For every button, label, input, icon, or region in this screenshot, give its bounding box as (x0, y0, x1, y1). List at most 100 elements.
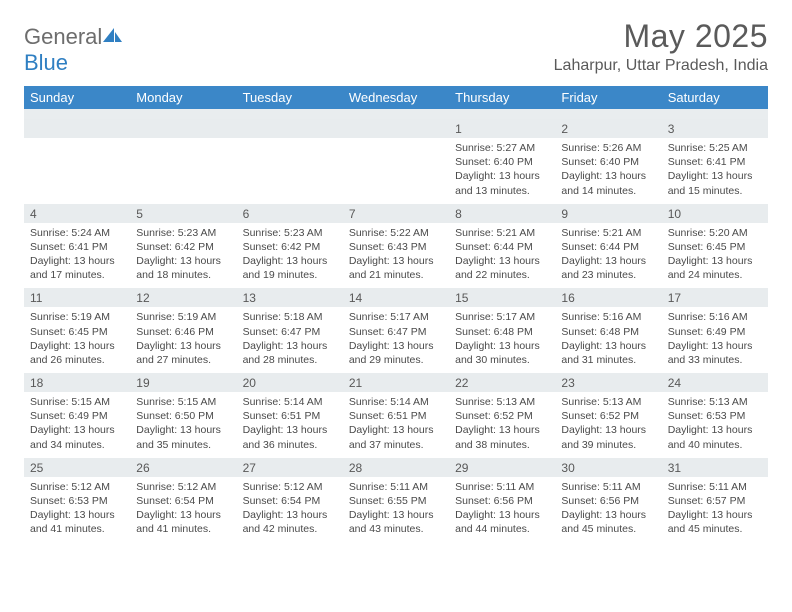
day-data-cell: Sunrise: 5:13 AMSunset: 6:52 PMDaylight:… (555, 392, 661, 458)
day-data-line: Daylight: 13 hours (349, 339, 443, 353)
day-data-line: Sunrise: 5:17 AM (455, 310, 549, 324)
day-data-line: and 23 minutes. (561, 268, 655, 282)
day-data-cell (237, 138, 343, 204)
day-data-line: Sunrise: 5:18 AM (243, 310, 337, 324)
weekday-header: Wednesday (343, 86, 449, 109)
day-data-line: Daylight: 13 hours (455, 339, 549, 353)
day-data-line: Sunset: 6:41 PM (30, 240, 124, 254)
day-data-cell: Sunrise: 5:21 AMSunset: 6:44 PMDaylight:… (555, 223, 661, 289)
day-data-line: and 30 minutes. (455, 353, 549, 367)
day-data-line: Sunrise: 5:21 AM (561, 226, 655, 240)
day-data-cell: Sunrise: 5:23 AMSunset: 6:42 PMDaylight:… (130, 223, 236, 289)
day-data-line: and 27 minutes. (136, 353, 230, 367)
day-data-line: Daylight: 13 hours (455, 423, 549, 437)
day-data-line: and 39 minutes. (561, 438, 655, 452)
day-data-line: Sunset: 6:40 PM (561, 155, 655, 169)
day-data-line: Sunset: 6:50 PM (136, 409, 230, 423)
day-data-line: Sunrise: 5:12 AM (30, 480, 124, 494)
day-data-line: Sunset: 6:41 PM (668, 155, 762, 169)
day-data-cell: Sunrise: 5:16 AMSunset: 6:48 PMDaylight:… (555, 307, 661, 373)
day-data-cell: Sunrise: 5:19 AMSunset: 6:46 PMDaylight:… (130, 307, 236, 373)
day-data-cell: Sunrise: 5:21 AMSunset: 6:44 PMDaylight:… (449, 223, 555, 289)
day-data-line: Daylight: 13 hours (668, 169, 762, 183)
day-data-cell: Sunrise: 5:13 AMSunset: 6:52 PMDaylight:… (449, 392, 555, 458)
weekday-header: Friday (555, 86, 661, 109)
day-data-line: Sunset: 6:49 PM (30, 409, 124, 423)
day-number-cell: 19 (130, 373, 236, 392)
day-data-line: Sunrise: 5:27 AM (455, 141, 549, 155)
day-data-cell: Sunrise: 5:15 AMSunset: 6:50 PMDaylight:… (130, 392, 236, 458)
day-number-row: 18192021222324 (24, 373, 768, 392)
day-data-line: Daylight: 13 hours (668, 339, 762, 353)
day-data-line: Sunrise: 5:16 AM (561, 310, 655, 324)
day-data-line: Sunset: 6:43 PM (349, 240, 443, 254)
calendar-body: 123Sunrise: 5:27 AMSunset: 6:40 PMDaylig… (24, 119, 768, 542)
day-data-cell: Sunrise: 5:11 AMSunset: 6:56 PMDaylight:… (555, 477, 661, 543)
day-data-line: and 21 minutes. (349, 268, 443, 282)
day-data-line: Daylight: 13 hours (243, 254, 337, 268)
day-data-line: and 41 minutes. (136, 522, 230, 536)
day-data-line: Sunset: 6:57 PM (668, 494, 762, 508)
day-data-line: Daylight: 13 hours (136, 339, 230, 353)
day-data-line: Sunset: 6:45 PM (668, 240, 762, 254)
day-data-line: and 13 minutes. (455, 184, 549, 198)
day-data-line: Daylight: 13 hours (668, 508, 762, 522)
day-data-line: Sunrise: 5:16 AM (668, 310, 762, 324)
day-data-line: Sunrise: 5:11 AM (455, 480, 549, 494)
day-data-cell: Sunrise: 5:24 AMSunset: 6:41 PMDaylight:… (24, 223, 130, 289)
day-number-cell: 28 (343, 458, 449, 477)
day-data-line: Daylight: 13 hours (136, 254, 230, 268)
day-number-cell (130, 119, 236, 138)
day-data-cell: Sunrise: 5:11 AMSunset: 6:57 PMDaylight:… (662, 477, 768, 543)
day-data-line: Sunset: 6:44 PM (561, 240, 655, 254)
day-number-cell: 29 (449, 458, 555, 477)
day-data-line: and 45 minutes. (561, 522, 655, 536)
day-data-line: Daylight: 13 hours (455, 254, 549, 268)
day-data-cell: Sunrise: 5:18 AMSunset: 6:47 PMDaylight:… (237, 307, 343, 373)
day-data-line: Sunset: 6:47 PM (243, 325, 337, 339)
day-data-line: Sunset: 6:54 PM (243, 494, 337, 508)
day-number-cell: 9 (555, 204, 661, 223)
calendar-page: GeneralBlue May 2025 Laharpur, Uttar Pra… (0, 0, 792, 554)
day-data-cell (130, 138, 236, 204)
day-data-cell: Sunrise: 5:17 AMSunset: 6:48 PMDaylight:… (449, 307, 555, 373)
day-data-line: Sunrise: 5:11 AM (349, 480, 443, 494)
day-data-line: Sunset: 6:52 PM (561, 409, 655, 423)
day-data-line: Sunrise: 5:13 AM (455, 395, 549, 409)
title-block: May 2025 Laharpur, Uttar Pradesh, India (554, 18, 768, 75)
day-data-cell: Sunrise: 5:11 AMSunset: 6:56 PMDaylight:… (449, 477, 555, 543)
day-data-line: Sunset: 6:48 PM (561, 325, 655, 339)
weekday-header: Sunday (24, 86, 130, 109)
day-data-line: Daylight: 13 hours (30, 423, 124, 437)
day-data-line: Daylight: 13 hours (243, 339, 337, 353)
day-number-row: 45678910 (24, 204, 768, 223)
day-data-row: Sunrise: 5:12 AMSunset: 6:53 PMDaylight:… (24, 477, 768, 543)
day-data-line: Daylight: 13 hours (668, 254, 762, 268)
day-data-line: and 36 minutes. (243, 438, 337, 452)
day-data-line: Sunrise: 5:11 AM (668, 480, 762, 494)
day-data-line: Sunrise: 5:25 AM (668, 141, 762, 155)
day-data-line: and 43 minutes. (349, 522, 443, 536)
day-number-cell: 25 (24, 458, 130, 477)
day-data-line: Daylight: 13 hours (136, 423, 230, 437)
calendar-table: Sunday Monday Tuesday Wednesday Thursday… (24, 86, 768, 542)
day-data-line: Daylight: 13 hours (561, 254, 655, 268)
day-data-line: Daylight: 13 hours (455, 508, 549, 522)
day-data-line: Sunrise: 5:21 AM (455, 226, 549, 240)
day-number-cell: 27 (237, 458, 343, 477)
day-data-line: Sunrise: 5:13 AM (561, 395, 655, 409)
day-data-line: Sunset: 6:51 PM (349, 409, 443, 423)
day-data-line: Sunrise: 5:11 AM (561, 480, 655, 494)
day-data-line: Sunset: 6:56 PM (561, 494, 655, 508)
logo-sail-icon (103, 24, 123, 50)
day-number-cell: 3 (662, 119, 768, 138)
day-data-line: Sunrise: 5:14 AM (349, 395, 443, 409)
day-data-line: Daylight: 13 hours (455, 169, 549, 183)
day-data-line: Daylight: 13 hours (243, 508, 337, 522)
day-data-line: and 26 minutes. (30, 353, 124, 367)
day-data-line: Sunrise: 5:23 AM (136, 226, 230, 240)
day-data-line: Daylight: 13 hours (30, 339, 124, 353)
day-data-line: and 44 minutes. (455, 522, 549, 536)
weekday-header: Monday (130, 86, 236, 109)
day-data-line: and 22 minutes. (455, 268, 549, 282)
